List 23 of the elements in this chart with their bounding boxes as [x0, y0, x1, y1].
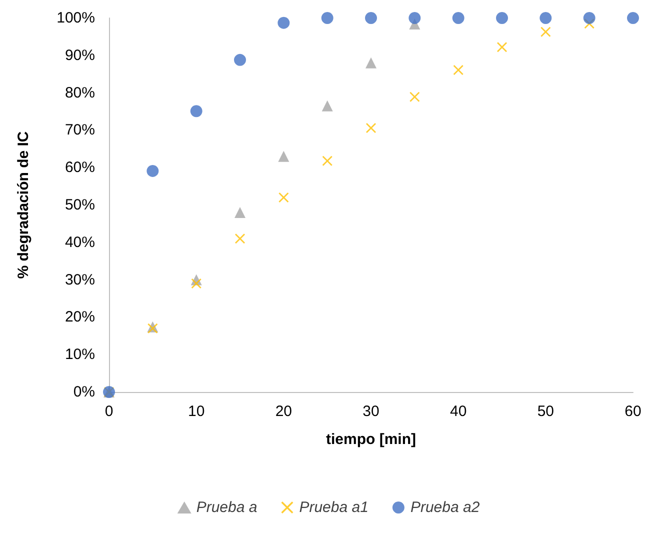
y-tick-label: 90% [64, 46, 95, 64]
y-tick-label: 70% [64, 122, 95, 139]
y-tick-label: 10% [64, 346, 95, 364]
x-axis-title: tiempo [min] [326, 431, 416, 448]
y-tick-label: 80% [64, 84, 95, 102]
y-tick-label: 40% [64, 234, 95, 251]
y-tick-label: 0% [73, 384, 95, 400]
y-tick-label: 60% [64, 159, 95, 176]
y-tick-label: 50% [64, 196, 95, 214]
legend-label: Prueba a1 [299, 499, 368, 516]
x-tick-label: 30 [362, 403, 380, 420]
legend-label: Prueba a2 [410, 499, 480, 516]
x-tick-label: 50 [537, 403, 554, 420]
x-tick-label: 0 [104, 403, 114, 420]
y-tick-label: 20% [64, 308, 95, 326]
x-tick-label: 10 [188, 403, 205, 420]
x-tick-label: 40 [450, 403, 467, 420]
y-axis-title: % degradación de IC [15, 131, 32, 279]
y-tick-label: 100% [56, 10, 95, 26]
y-tick-label: 30% [64, 271, 95, 288]
x-tick-label: 60 [624, 403, 642, 420]
legend-label: Prueba a [196, 499, 258, 516]
x-tick-label: 20 [275, 403, 292, 420]
